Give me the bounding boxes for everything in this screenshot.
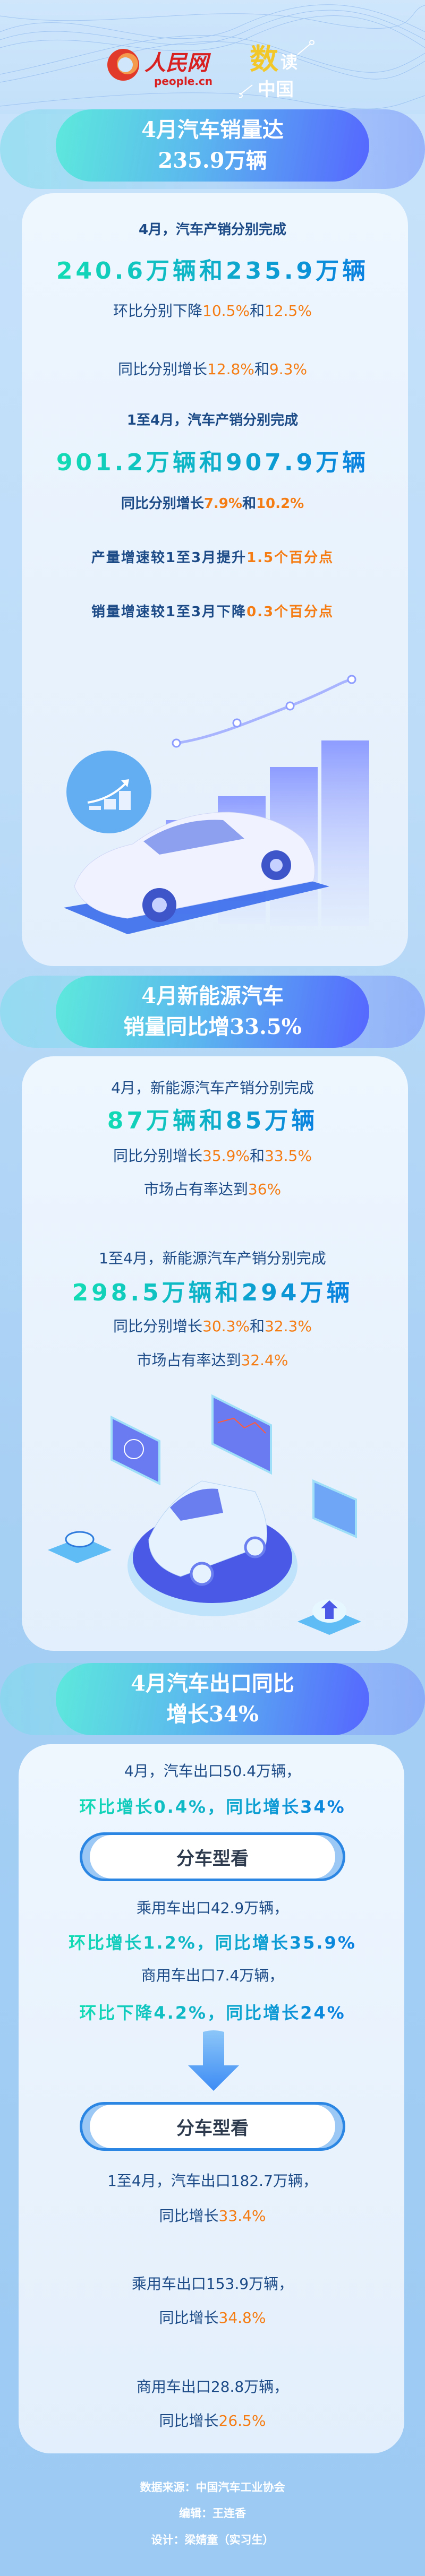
header-banner bbox=[0, 0, 425, 114]
car-icon bbox=[74, 812, 315, 919]
s2-yoy2: 同比分别增长30.3%和32.3% bbox=[113, 1317, 312, 1335]
s2-line2: 1至4月，新能源汽车产销分别完成 bbox=[99, 1250, 326, 1267]
section2-title-line2: 销量同比增33.5% bbox=[123, 1014, 302, 1039]
wave-lines-decoration bbox=[0, 4, 425, 109]
s1-production: 产量增速较1至3月提升1.5个百分点 bbox=[91, 550, 334, 566]
s1-sales: 销量增速较1至3月下降0.3个百分点 bbox=[91, 604, 334, 620]
svg-text:数: 数 bbox=[250, 42, 278, 76]
s3-ytd: 1至4月，汽车出口182.7万辆， bbox=[107, 2172, 318, 2190]
screen-radar-icon bbox=[110, 1415, 160, 1486]
by-vehicle-type-label: 分车型看 bbox=[80, 1832, 345, 1881]
shudu-logo-icon: 数 读 中国 bbox=[237, 40, 314, 100]
section3-title-line1: 4月汽车出口同比 bbox=[131, 1671, 294, 1696]
svg-text:读: 读 bbox=[280, 52, 298, 72]
section3-title: 4月汽车出口同比 增长34% bbox=[56, 1663, 369, 1735]
s2-big2: 298.5万辆和294万辆 bbox=[72, 1279, 353, 1306]
s3-green3: 环比下降4.2%，同比增长24% bbox=[79, 2003, 346, 2023]
s3-commercial-ytd: 商用车出口28.8万辆， bbox=[136, 2378, 289, 2396]
s3-passenger: 乘用车出口42.9万辆， bbox=[136, 1899, 289, 1917]
s1-yoy: 同比分别增长12.8%和9.3% bbox=[117, 360, 308, 378]
sensor-base-icon bbox=[48, 1537, 112, 1563]
s3-passenger-ytd-yoy: 同比增长34.8% bbox=[159, 2309, 266, 2327]
s3-green1: 环比增长0.4%，同比增长34% bbox=[79, 1797, 346, 1817]
bar-4 bbox=[321, 740, 369, 926]
svg-text:people.cn: people.cn bbox=[154, 75, 212, 88]
section1-title-line2: 235.9万辆 bbox=[158, 148, 267, 173]
s2-line1: 4月，新能源汽车产销分别完成 bbox=[111, 1079, 314, 1097]
section1-title-line1: 4月汽车销量达 bbox=[141, 117, 284, 142]
s1-big2: 901.2万辆和907.9万辆 bbox=[56, 449, 369, 476]
s3-commercial-ytd-yoy: 同比增长26.5% bbox=[159, 2412, 266, 2429]
s3-commercial: 商用车出口7.4万辆， bbox=[141, 1967, 284, 1984]
s2-share1: 市场占有率达到36% bbox=[143, 1181, 282, 1198]
s3-green2: 环比增长1.2%，同比增长35.9% bbox=[69, 1933, 356, 1953]
footer-designer: 设计：梁婧童（实习生） bbox=[151, 2533, 274, 2546]
car-bar-chart-illustration bbox=[64, 675, 369, 934]
section3-title-line2: 增长34% bbox=[166, 1702, 259, 1727]
s1-big1: 240.6万辆和235.9万辆 bbox=[56, 257, 369, 285]
footer-editor: 编辑：王连香 bbox=[179, 2506, 246, 2520]
s1-line2: 1至4月，汽车产销分别完成 bbox=[126, 412, 299, 428]
people-cn-logo: 人民网 people.cn bbox=[106, 44, 218, 94]
s3-line1: 4月，汽车出口50.4万辆， bbox=[124, 1762, 301, 1780]
s1-yoy2: 同比分别增长7.9%和10.2% bbox=[121, 496, 304, 512]
s2-big1: 87万辆和85万辆 bbox=[107, 1107, 318, 1134]
screen-line-chart-icon bbox=[211, 1394, 272, 1475]
shudu-zhongguo-logo: 数 读 中国 bbox=[237, 36, 319, 102]
s3-ytd-yoy: 同比增长33.4% bbox=[159, 2207, 266, 2225]
s1-mom: 环比分别下降10.5%和12.5% bbox=[113, 302, 312, 320]
arrow-down-icon bbox=[188, 2030, 239, 2091]
car-platform-illustration bbox=[48, 1394, 361, 1635]
section2-title: 4月新能源汽车 销量同比增33.5% bbox=[56, 976, 369, 1048]
svg-text:中国: 中国 bbox=[258, 79, 294, 100]
screen-bar-chart-icon bbox=[312, 1479, 357, 1539]
s3-passenger-ytd: 乘用车出口153.9万辆， bbox=[131, 2275, 294, 2293]
people-cn-swirl-icon: 人民网 people.cn bbox=[107, 49, 212, 88]
section1-title: 4月汽车销量达 235.9万辆 bbox=[56, 109, 369, 182]
coins-growth-icon bbox=[66, 751, 151, 833]
s1-line1: 4月，汽车产销分别完成 bbox=[138, 222, 287, 238]
section2-title-line1: 4月新能源汽车 bbox=[141, 984, 284, 1009]
s2-share2: 市场占有率达到32.4% bbox=[137, 1351, 288, 1369]
by-vehicle-type-label-2: 分车型看 bbox=[80, 2102, 345, 2151]
s2-yoy1: 同比分别增长35.9%和33.5% bbox=[113, 1147, 312, 1165]
trend-line bbox=[176, 678, 352, 745]
footer-source: 数据来源：中国汽车工业协会 bbox=[140, 2480, 285, 2494]
svg-text:人民网: 人民网 bbox=[144, 50, 211, 75]
